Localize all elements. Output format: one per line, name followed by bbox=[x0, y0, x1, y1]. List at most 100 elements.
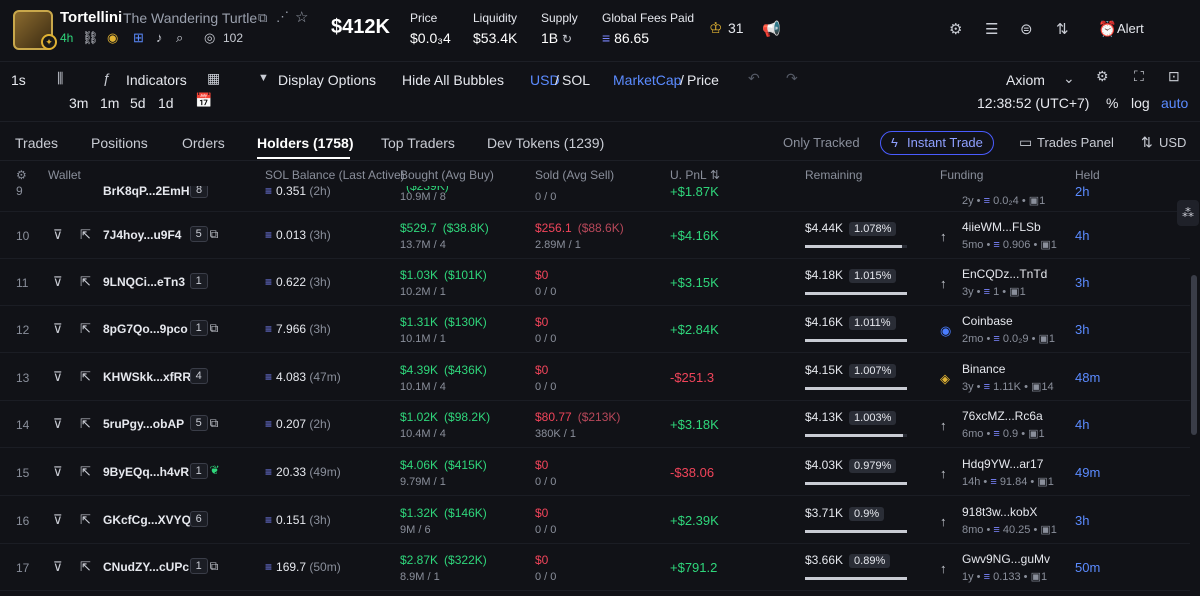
currency-icon[interactable]: ⊜ bbox=[1020, 21, 1033, 38]
tab-orders[interactable]: Orders bbox=[182, 135, 225, 151]
alert-icon[interactable]: ⏰ bbox=[1098, 21, 1117, 38]
link-icon[interactable]: ⛓ bbox=[82, 30, 99, 45]
table-row[interactable]: 15 ⊽ ⇱ 9ByEQq...h4vR 1 ❦ ≡ 20.33 (49m) $4.06K ($4… bbox=[0, 449, 1190, 496]
candles-icon[interactable]: ⫼ bbox=[57, 70, 64, 86]
filter-icon[interactable]: ⊽ bbox=[53, 416, 63, 431]
tab-holders[interactable]: Holders (1758) bbox=[257, 135, 354, 151]
tab-dev-tokens[interactable]: Dev Tokens (1239) bbox=[487, 135, 605, 151]
filter-icon[interactable]: ⊽ bbox=[53, 512, 63, 527]
fx-icon[interactable]: ƒ bbox=[103, 70, 111, 86]
external-link-icon[interactable]: ⇱ bbox=[80, 464, 91, 479]
usd-toggle[interactable]: USD bbox=[530, 72, 560, 88]
funding-source[interactable]: Gwv9NG...guMv bbox=[962, 552, 1051, 566]
wallet-address[interactable]: CNudZY...cUPc bbox=[103, 560, 190, 574]
tiktok-icon[interactable]: ♪ bbox=[156, 30, 163, 45]
col-pnl[interactable]: U. PnL bbox=[670, 168, 707, 182]
percent-toggle[interactable]: % bbox=[1106, 95, 1119, 111]
wallet-address[interactable]: 9ByEQq...h4vR bbox=[103, 465, 190, 479]
camera-icon[interactable]: ⊡ bbox=[1168, 68, 1180, 84]
funding-source[interactable]: Binance bbox=[962, 362, 1006, 376]
wallet-address[interactable]: 8pG7Qo...9pco bbox=[103, 322, 188, 336]
flow-icon[interactable]: ⧉ bbox=[209, 559, 219, 573]
tab-trades[interactable]: Trades bbox=[15, 135, 59, 151]
chart-settings-icon[interactable]: ⚙ bbox=[1096, 68, 1109, 84]
col-remaining[interactable]: Remaining bbox=[805, 168, 863, 182]
external-link-icon[interactable]: ⇱ bbox=[80, 321, 91, 336]
external-link-icon[interactable]: ⇱ bbox=[80, 369, 91, 384]
chevron-down-icon[interactable]: ⌄ bbox=[1063, 70, 1075, 86]
copy-icon[interactable]: ⧉ bbox=[258, 10, 268, 25]
wallet-address[interactable]: GKcfCg...XVYQ bbox=[103, 513, 192, 527]
megaphone-icon[interactable]: 📢 bbox=[762, 21, 781, 38]
filter-icon[interactable]: ⊽ bbox=[53, 369, 63, 384]
table-row[interactable]: 12 ⊽ ⇱ 8pG7Qo...9pco 1 ⧉ ≡ 7.966 (3h) $1.31K ($13… bbox=[0, 306, 1190, 353]
filter-icon[interactable]: ⊽ bbox=[53, 321, 63, 336]
funding-source[interactable]: 76xcMZ...Rc6a bbox=[962, 409, 1043, 423]
external-link-icon[interactable]: ⇱ bbox=[80, 227, 91, 242]
funding-source[interactable]: 918t3w...kobX bbox=[962, 505, 1038, 519]
calendar-icon[interactable]: 📅 bbox=[195, 92, 213, 108]
filter-icon[interactable]: ⊽ bbox=[53, 274, 63, 289]
funding-source[interactable]: Coinbase bbox=[962, 314, 1013, 328]
alert-button[interactable]: Alert bbox=[1117, 21, 1144, 36]
table-settings-icon[interactable]: ⚙ bbox=[16, 168, 27, 182]
table-row[interactable]: 16 ⊽ ⇱ GKcfCg...XVYQ 6 ≡ 0.151 (3h) $1.32K ($146… bbox=[0, 497, 1190, 544]
undo-icon[interactable]: ↶ bbox=[748, 70, 760, 86]
wallet-address[interactable]: 7J4hoy...u9F4 bbox=[103, 228, 182, 242]
range-1d[interactable]: 1d bbox=[158, 95, 174, 111]
col-bought[interactable]: Bought (Avg Buy) bbox=[400, 168, 494, 182]
list-icon[interactable]: ☰ bbox=[985, 21, 999, 38]
tab-positions[interactable]: Positions bbox=[91, 135, 148, 151]
funding-source[interactable]: Hdq9YW...ar17 bbox=[962, 457, 1044, 471]
flow-icon[interactable]: ⧉ bbox=[209, 227, 219, 241]
redo-icon[interactable]: ↷ bbox=[786, 70, 798, 86]
share-icon[interactable]: ⋰ bbox=[276, 9, 289, 24]
display-options-button[interactable]: Display Options bbox=[278, 72, 377, 88]
swap-icon[interactable]: ⇅ bbox=[1141, 134, 1153, 150]
fullscreen-icon[interactable]: ⛶ bbox=[1134, 68, 1144, 84]
external-link-icon[interactable]: ⇱ bbox=[80, 416, 91, 431]
col-sold[interactable]: Sold (Avg Sell) bbox=[535, 168, 615, 182]
currency-select[interactable]: USD bbox=[1159, 135, 1187, 150]
side-share-icon[interactable]: ⁂ bbox=[1177, 200, 1199, 226]
chevron-down-icon[interactable]: ▼ bbox=[258, 72, 269, 84]
external-link-icon[interactable]: ⇱ bbox=[80, 559, 91, 574]
wallet-address[interactable]: KHWSkk...xfRR bbox=[103, 370, 192, 384]
sol-toggle[interactable]: SOL bbox=[562, 72, 591, 88]
range-3m[interactable]: 3m bbox=[69, 95, 89, 111]
tab-top-traders[interactable]: Top Traders bbox=[381, 135, 455, 151]
filter-icon[interactable]: ⊽ bbox=[53, 464, 63, 479]
filter-icon[interactable]: ⊽ bbox=[53, 559, 63, 574]
instant-trade-button[interactable]: ϟ Instant Trade bbox=[880, 131, 994, 155]
price-toggle[interactable]: Price bbox=[687, 72, 719, 88]
table-row[interactable]: 10 ⊽ ⇱ 7J4hoy...u9F4 5 ⧉ ≡ 0.013 (3h) $529.7 ($38… bbox=[0, 212, 1190, 259]
hide-bubbles-button[interactable]: Hide All Bubbles bbox=[402, 72, 504, 88]
table-row[interactable]: 11 ⊽ ⇱ 9LNQCi...eTn3 1 ≡ 0.622 (3h) $1.03K ($101… bbox=[0, 259, 1190, 306]
axiom-select[interactable]: Axiom bbox=[1006, 72, 1045, 88]
marketcap-toggle[interactable]: MarketCap bbox=[613, 72, 682, 88]
panel-icon[interactable]: ▭ bbox=[1019, 134, 1033, 150]
external-link-icon[interactable]: ⇱ bbox=[80, 512, 91, 527]
wallet-address[interactable]: 5ruPgy...obAP bbox=[103, 417, 185, 431]
range-5d[interactable]: 5d bbox=[130, 95, 146, 111]
flow-icon[interactable]: ⧉ bbox=[209, 321, 219, 335]
funding-source[interactable]: EnCQDz...TnTd bbox=[962, 267, 1048, 281]
settings-icon[interactable]: ⚙ bbox=[949, 21, 963, 38]
auto-toggle[interactable]: auto bbox=[1161, 95, 1189, 111]
external-link-icon[interactable]: ⇱ bbox=[80, 274, 91, 289]
sort-pnl-icon[interactable]: ⇅ bbox=[710, 168, 721, 182]
funding-source[interactable]: 4iieWM...FLSb bbox=[962, 220, 1041, 234]
col-held[interactable]: Held bbox=[1075, 168, 1100, 182]
flow-icon[interactable]: ⧉ bbox=[209, 416, 219, 430]
filter-icon[interactable]: ⊽ bbox=[53, 227, 63, 242]
trades-panel-button[interactable]: Trades Panel bbox=[1037, 135, 1114, 150]
table-row[interactable]: 14 ⊽ ⇱ 5ruPgy...obAP 5 ⧉ ≡ 0.207 (2h) $1.02K ($98… bbox=[0, 401, 1190, 448]
layout-icon[interactable]: ▦ bbox=[207, 70, 221, 86]
interval-select[interactable]: 1s bbox=[11, 72, 26, 88]
table-row[interactable]: 17 ⊽ ⇱ CNudZY...cUPc 1 ⧉ ≡ 169.7 (50m) $2.87K ($3… bbox=[0, 544, 1190, 591]
table-row[interactable]: 13 ⊽ ⇱ KHWSkk...xfRR 4 ≡ 4.083 (47m) $4.39K ($43… bbox=[0, 354, 1190, 401]
sort-icon[interactable]: ⇅ bbox=[1056, 21, 1069, 38]
scrollbar[interactable] bbox=[1191, 275, 1197, 435]
search-icon[interactable]: ⌕ bbox=[176, 30, 184, 45]
log-toggle[interactable]: log bbox=[1131, 95, 1150, 111]
